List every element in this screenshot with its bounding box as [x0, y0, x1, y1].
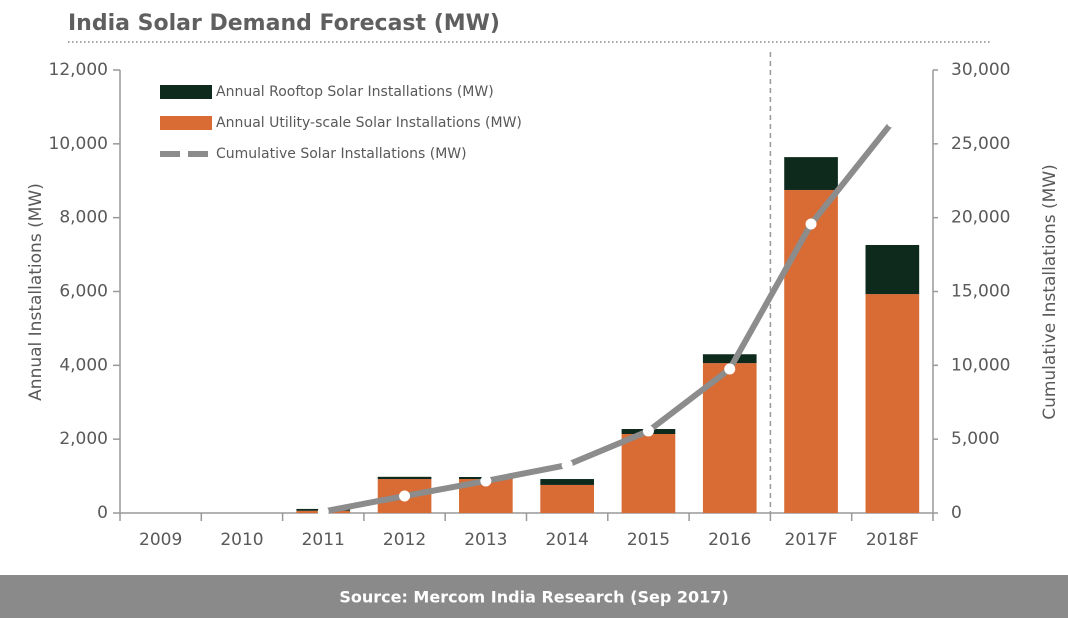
legend-swatch [160, 85, 212, 99]
footer-bar [0, 575, 1068, 618]
source-note: Source: Mercom India Research (Sep 2017) [339, 588, 728, 607]
chart-title: India Solar Demand Forecast (MW) [68, 11, 500, 36]
y2-tick-label: 5,000 [951, 429, 1000, 449]
bar-segment [784, 189, 838, 513]
y-tick-label: 2,000 [59, 429, 108, 449]
bar-segment [377, 476, 432, 480]
bar-segment [865, 294, 920, 513]
cumulative-marker [805, 218, 817, 230]
bar-segment [540, 479, 594, 485]
x-tick-label: 2012 [383, 530, 426, 550]
x-tick-label: 2015 [627, 530, 670, 550]
y-tick-label: 8,000 [59, 208, 108, 228]
cumulative-line [320, 118, 896, 515]
cumulative-marker [317, 506, 329, 518]
cumulative-marker [724, 363, 736, 375]
legend-label: Cumulative Solar Installations (MW) [216, 146, 467, 162]
y-tick-label: 4,000 [59, 355, 108, 375]
cumulative-marker [642, 425, 654, 437]
x-tick-label: 2014 [546, 530, 589, 550]
x-tick-label: 2017F [785, 530, 838, 550]
bar-segment [540, 484, 594, 513]
y-axis-label: Annual Installations (MW) [26, 183, 46, 401]
y2-axis-label: Cumulative Installations (MW) [1040, 164, 1060, 420]
y2-tick-label: 10,000 [951, 355, 1010, 375]
legend-label: Annual Utility-scale Solar Installations… [216, 115, 522, 131]
cumulative-marker [480, 475, 492, 487]
x-tick-label: 2018F [866, 530, 919, 550]
cumulative-marker [886, 116, 898, 128]
y-tick-label: 12,000 [49, 60, 108, 80]
x-tick-label: 2011 [302, 530, 345, 550]
y2-tick-label: 0 [951, 503, 962, 523]
y-tick-label: 6,000 [59, 282, 108, 302]
bar-segment [784, 157, 838, 190]
y-tick-label: 0 [97, 503, 108, 523]
y-tick-label: 10,000 [49, 134, 108, 154]
y2-tick-label: 20,000 [951, 208, 1010, 228]
bar-segment [702, 363, 757, 513]
legend-swatch [160, 116, 212, 130]
x-tick-label: 2016 [708, 530, 751, 550]
bar-segment [865, 244, 920, 295]
x-tick-label: 2009 [139, 530, 182, 550]
x-tick-label: 2013 [464, 530, 507, 550]
y2-tick-label: 15,000 [951, 282, 1010, 302]
cumulative-marker [561, 459, 573, 471]
cumulative-marker [399, 490, 411, 502]
x-tick-label: 2010 [220, 530, 263, 550]
y2-tick-label: 30,000 [951, 60, 1010, 80]
y2-tick-label: 25,000 [951, 134, 1010, 154]
bar-segment [702, 354, 757, 364]
legend-label: Annual Rooftop Solar Installations (MW) [216, 84, 494, 100]
bar-segment [621, 433, 676, 513]
